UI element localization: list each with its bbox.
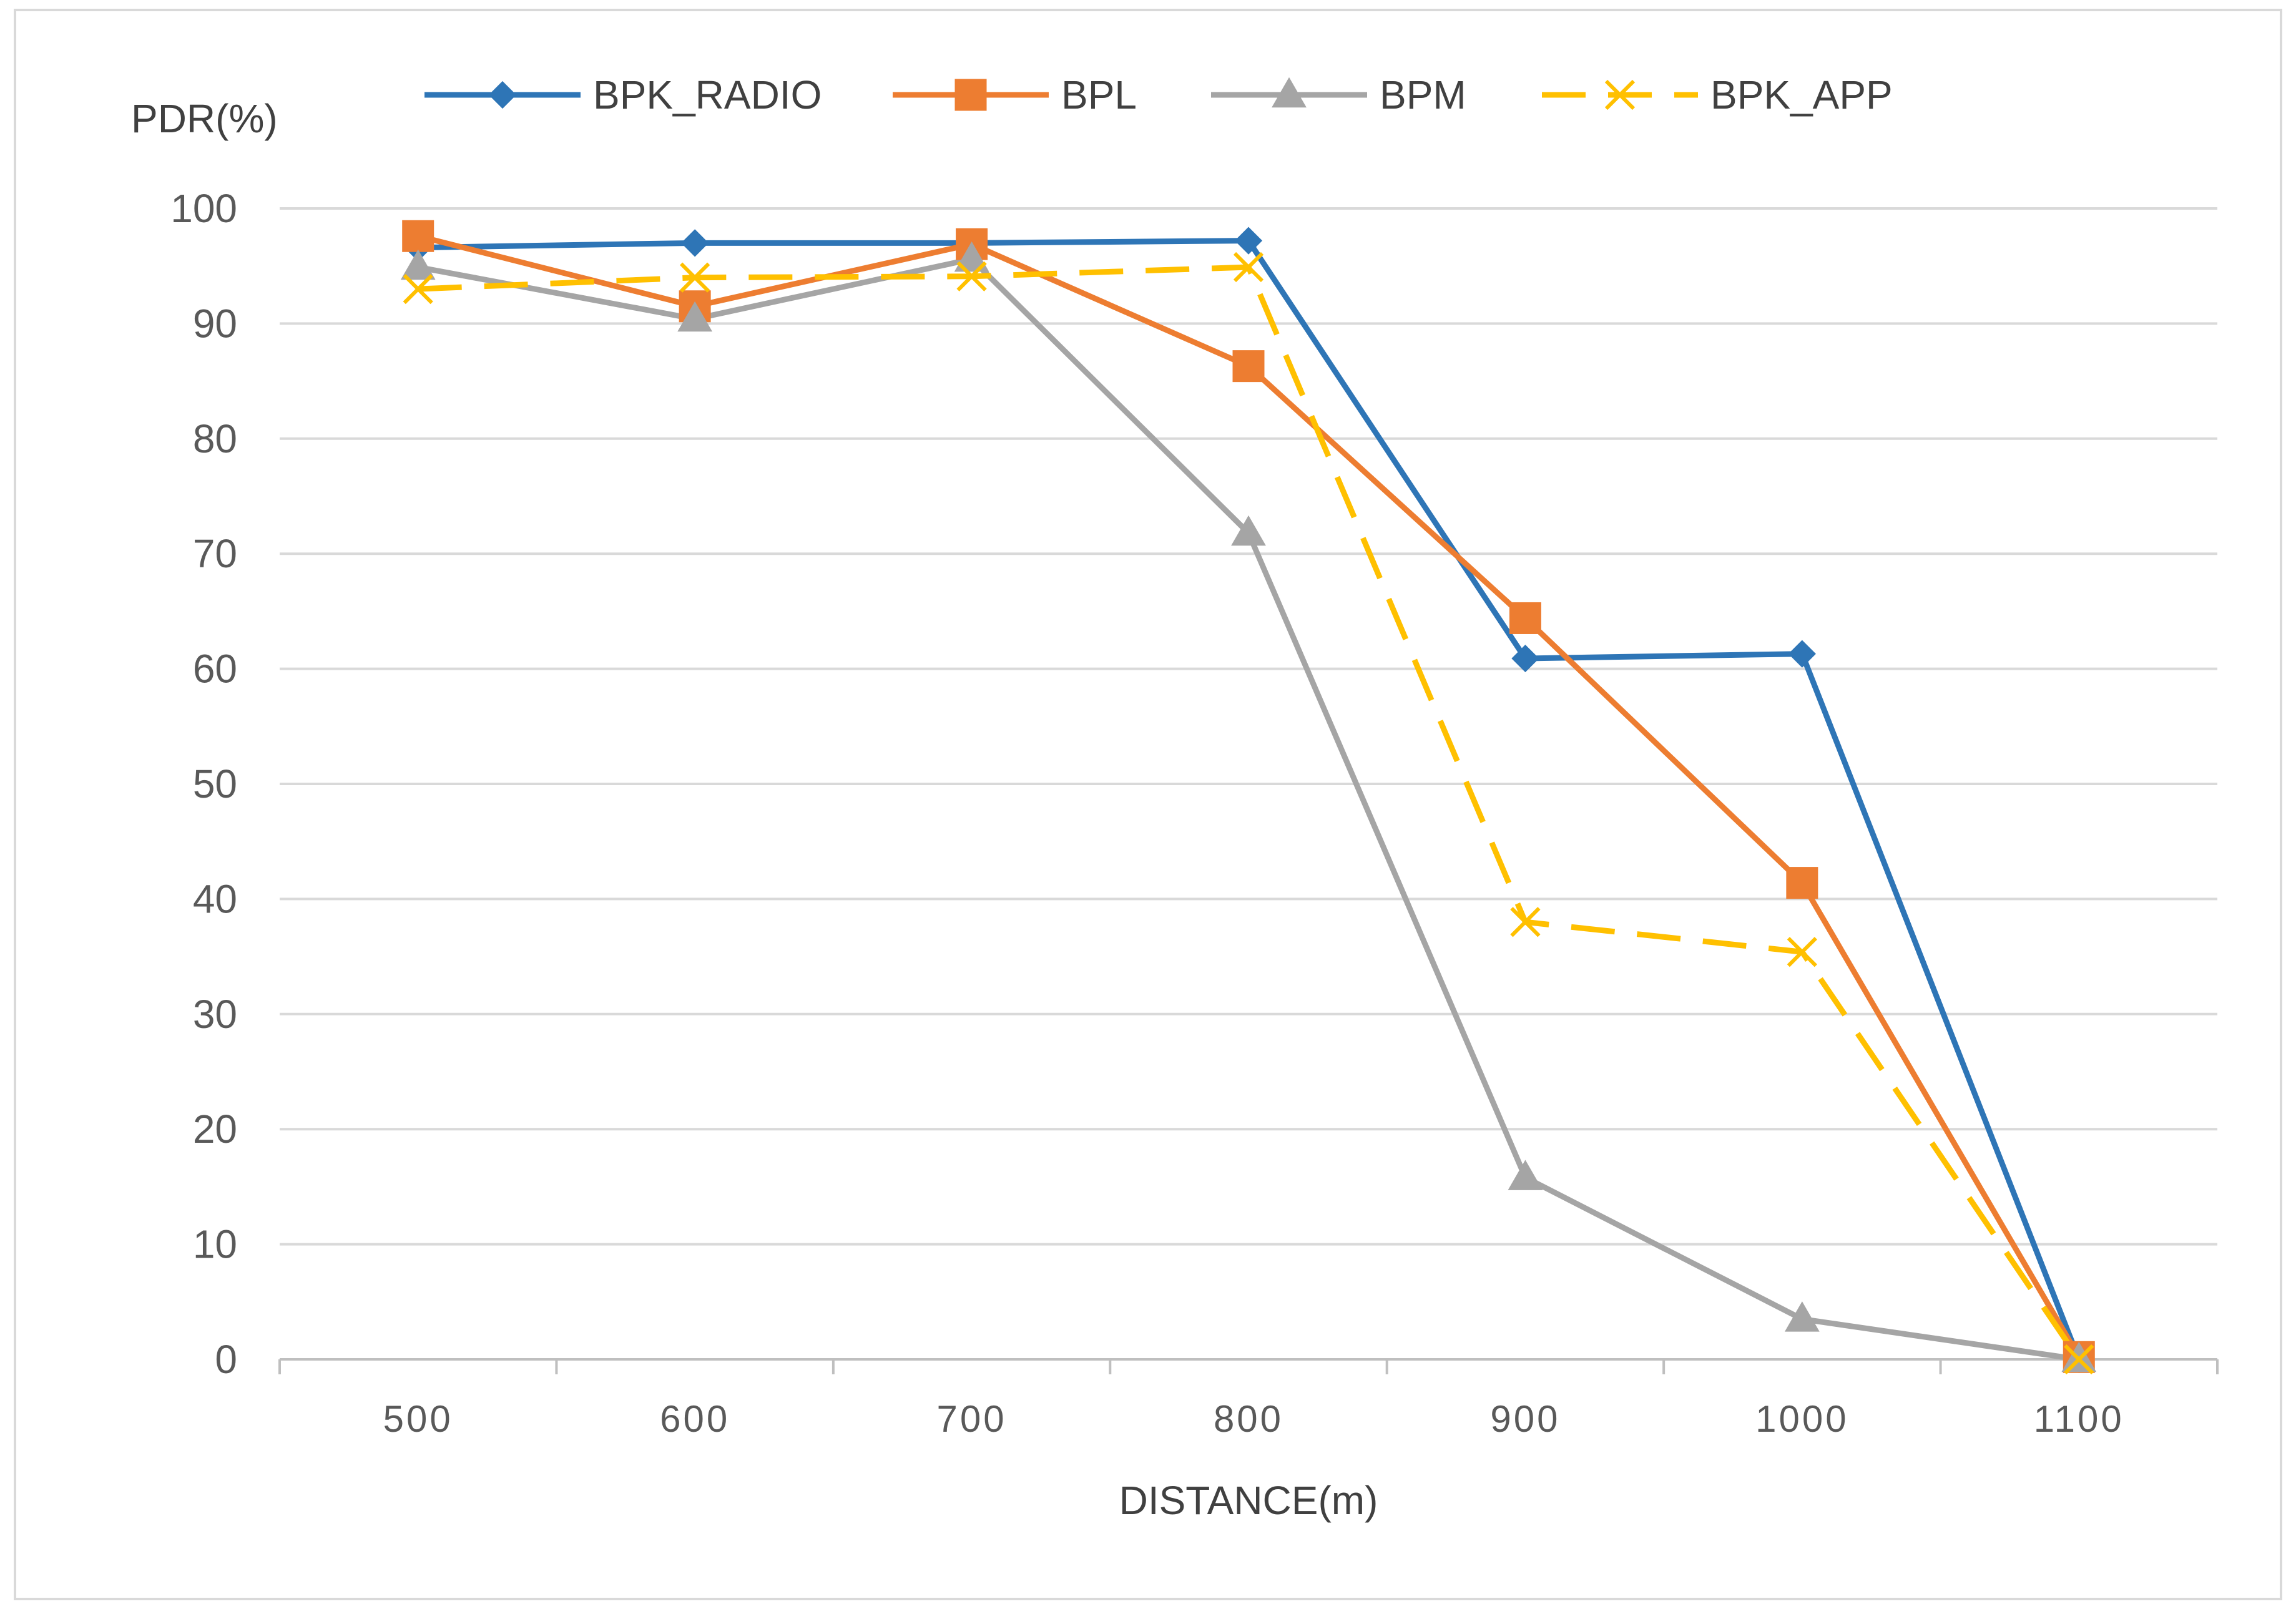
x-axis-title: DISTANCE(m)	[1119, 1478, 1378, 1523]
x-tick-label-800: 800	[1214, 1398, 1283, 1440]
y-axis-title: PDR(%)	[131, 96, 278, 141]
legend: BPK_RADIO BPL BPM BPK_APP	[424, 72, 1893, 117]
y-tick-label-80: 80	[193, 416, 237, 461]
x-tick-label-1100: 1100	[2034, 1398, 2124, 1440]
point-bpm-900	[1508, 1160, 1543, 1190]
axes: 0 10 20 30 40 50 60 70 80 90 100 500 600 700 800 900 100…	[170, 186, 2219, 1440]
x-tick-label-1000: 1000	[1755, 1398, 1848, 1440]
point-bpk_app-600	[680, 262, 710, 293]
x-tick-label-700: 700	[937, 1398, 1007, 1440]
legend-marker-bpm	[1272, 77, 1307, 108]
point-bpl-1000	[1786, 867, 1818, 899]
y-tick-label-30: 30	[193, 992, 237, 1037]
legend-marker-bpl	[954, 79, 987, 111]
point-bpk_app-1000	[1787, 937, 1817, 967]
legend-label-bpk_app: BPK_APP	[1710, 72, 1893, 117]
y-tick-label-100: 100	[170, 186, 237, 231]
point-bpk_radio-800	[1234, 227, 1263, 255]
legend-label-bpm: BPM	[1380, 72, 1466, 117]
legend-marker-bpk_radio	[488, 81, 517, 109]
y-tick-label-70: 70	[193, 531, 237, 576]
point-bpm-500	[400, 249, 436, 280]
point-bpk_app-500	[403, 273, 433, 305]
x-tick-label-900: 900	[1490, 1398, 1560, 1440]
y-tick-label-50: 50	[193, 761, 237, 806]
point-bpk_app-800	[1233, 252, 1264, 283]
y-tick-label-90: 90	[193, 301, 237, 346]
point-bpk_radio-900	[1511, 644, 1539, 673]
point-bpm-700	[954, 241, 989, 272]
point-bpk_app-900	[1510, 907, 1541, 937]
point-bpm-1000	[1784, 1301, 1820, 1332]
y-tick-label-60: 60	[193, 647, 237, 692]
point-bpm-600	[677, 301, 713, 332]
point-bpl-500	[402, 220, 434, 252]
point-bpm-800	[1231, 515, 1266, 546]
point-bpl-900	[1509, 602, 1541, 634]
y-tick-label-20: 20	[193, 1107, 237, 1152]
point-bpk_radio-1000	[1788, 640, 1816, 668]
y-tick-label-0: 0	[215, 1337, 237, 1382]
point-bpk_app-1100	[2064, 1344, 2094, 1375]
legend-marker-bpk_app	[1604, 79, 1636, 110]
series-markers	[400, 220, 2097, 1375]
legend-label-bpk_radio: BPK_RADIO	[593, 72, 822, 117]
point-bpl-800	[1232, 350, 1265, 383]
y-tick-label-10: 10	[193, 1222, 237, 1267]
point-bpk_radio-600	[681, 229, 709, 257]
point-bpk_app-700	[956, 261, 987, 291]
x-tick-label-600: 600	[660, 1398, 730, 1440]
x-tick-label-500: 500	[383, 1398, 453, 1440]
y-tick-label-40: 40	[193, 876, 237, 921]
legend-label-bpl: BPL	[1061, 72, 1137, 117]
grid-lines	[280, 207, 2217, 1246]
